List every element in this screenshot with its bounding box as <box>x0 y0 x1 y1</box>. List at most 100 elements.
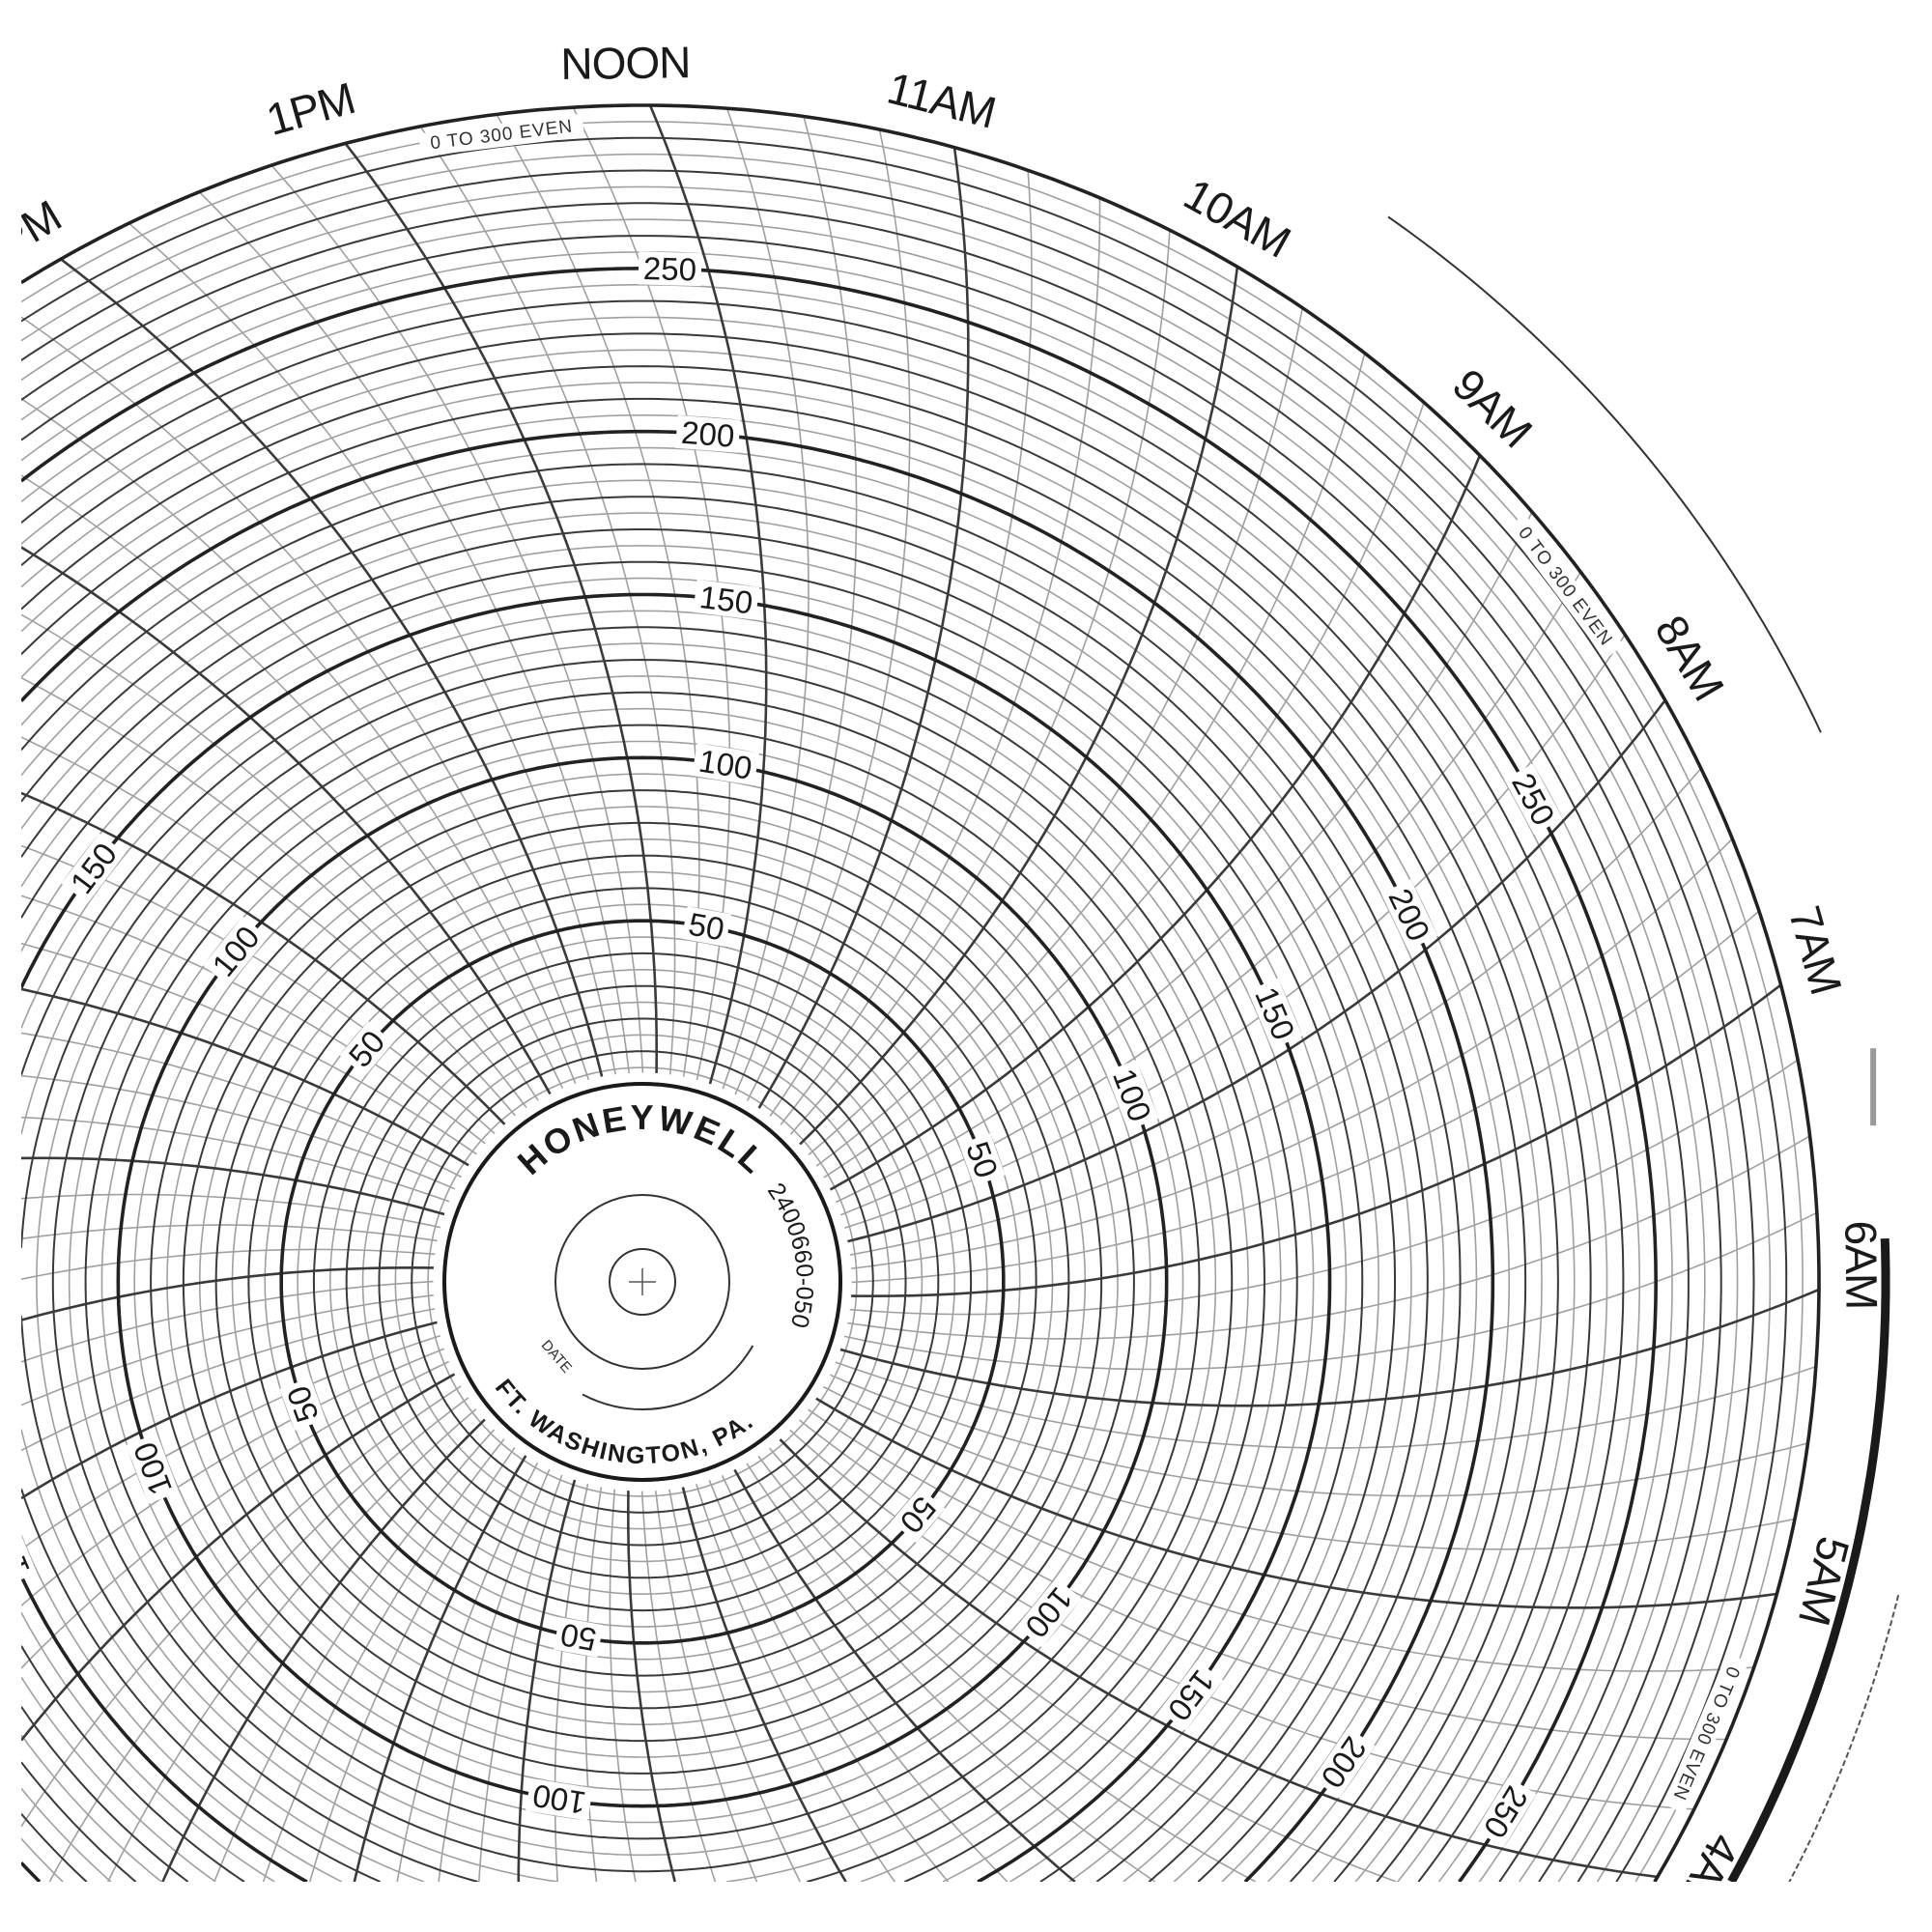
scale-label-background <box>638 251 702 287</box>
scale-label: 50 <box>554 1616 604 1658</box>
quarter-hour-line <box>20 1308 436 1452</box>
quarter-hour-line <box>609 1489 637 1883</box>
outer-rim-marks <box>1387 215 1900 1885</box>
scale-label-background <box>1105 1060 1159 1131</box>
scale-label-background <box>339 1021 394 1077</box>
value-circle <box>20 283 1641 1883</box>
hour-line <box>517 1479 577 1882</box>
center-hole-icon <box>609 1248 676 1316</box>
quarter-hour-line <box>849 1059 1799 1316</box>
quarter-hour-line <box>106 1407 477 1883</box>
quarter-hour-line <box>640 1491 717 1883</box>
hour-line <box>815 1397 1777 1609</box>
rim-dashed-arc <box>1788 1594 1900 1883</box>
major-value-circle <box>20 103 1821 1883</box>
scale-label-background <box>1504 763 1563 835</box>
scale-label-background <box>203 916 269 986</box>
hour-line <box>19 1373 456 1742</box>
quarter-hour-line <box>48 1397 469 1883</box>
hour-line <box>851 983 1782 1298</box>
scale-label-background <box>1159 1661 1224 1731</box>
left-margin <box>0 0 21 1932</box>
scale-label-text: 100 <box>696 743 754 786</box>
quarter-hour-line <box>746 128 911 1101</box>
quarter-hour-line <box>668 1489 802 1883</box>
scale-label-background <box>61 833 126 903</box>
quarter-hour-line <box>746 1463 1156 1883</box>
quarter-hour-line <box>823 402 1425 1179</box>
hour-line <box>20 791 506 1125</box>
hour-line <box>20 1156 445 1216</box>
scale-label-background <box>693 579 760 620</box>
scale-label-background <box>1475 1776 1537 1848</box>
hour-label: NOON <box>560 37 691 89</box>
value-circle <box>345 984 940 1579</box>
quarter-hour-line <box>780 197 1101 1125</box>
value-circle <box>20 545 1379 1883</box>
value-circle <box>182 821 1103 1743</box>
value-circle <box>20 479 1445 1883</box>
hour-line <box>161 1418 486 1883</box>
quarter-hour-line <box>20 1116 450 1203</box>
quarter-hour-line <box>20 1334 440 1550</box>
value-circle <box>68 707 1217 1857</box>
scale-label-background <box>126 1433 180 1504</box>
quarter-hour-line <box>198 191 630 1073</box>
scale-label-background <box>681 906 731 947</box>
scale-label-text: 200 <box>680 414 736 454</box>
quarter-hour-line <box>20 736 517 1117</box>
scale-label-text: 250 <box>642 250 696 287</box>
quarter-hour-line <box>708 1479 950 1883</box>
scale-label-background <box>554 1617 604 1658</box>
value-circle <box>20 185 1739 1883</box>
hour-line <box>681 1487 847 1883</box>
hour-line <box>20 987 469 1167</box>
quarter-hour-line <box>584 1487 603 1883</box>
hour-line <box>839 1288 1820 1407</box>
value-circle <box>20 658 1265 1883</box>
quarter-hour-line <box>851 910 1760 1284</box>
value-circle <box>20 153 1772 1883</box>
scale-label-background <box>1312 1727 1376 1799</box>
date-write-line[interactable] <box>582 1345 754 1410</box>
print-code-mark <box>1870 1048 1877 1126</box>
value-circle <box>231 870 1054 1693</box>
center-hub: HONEYWELL 2400660-050 FT. WASHINGTON, PA… <box>442 1082 842 1482</box>
quarter-hour-line <box>128 222 616 1075</box>
value-circle <box>312 952 973 1612</box>
quarter-hour-line <box>849 767 1702 1256</box>
scale-label-background <box>958 1133 1006 1186</box>
scale-label-background <box>279 1378 327 1431</box>
scale-label: 50 <box>958 1133 1006 1186</box>
range-label-background <box>418 113 585 157</box>
quarter-hour-line <box>808 307 1304 1156</box>
quarter-hour-line <box>843 1211 1818 1371</box>
hour-line <box>648 104 768 1085</box>
scale-label: 100 <box>692 743 759 786</box>
scale-label: 150 <box>1159 1661 1224 1731</box>
hour-line <box>344 142 659 1073</box>
value-circle <box>166 806 1119 1758</box>
value-circle <box>20 299 1625 1883</box>
major-value-circle <box>279 919 1006 1645</box>
quarter-hour-line <box>419 126 676 1075</box>
hour-line <box>847 699 1666 1243</box>
scale-label-background <box>675 414 741 453</box>
hour-line <box>353 1455 527 1883</box>
hour-line <box>60 258 604 1077</box>
value-circle <box>20 528 1396 1883</box>
quarter-hour-line <box>757 1455 1257 1883</box>
scale-label-background <box>526 1777 593 1821</box>
value-circle <box>378 1017 907 1547</box>
scale-label-background <box>1016 1577 1082 1648</box>
value-circle <box>20 446 1478 1883</box>
hour-label: 6AM <box>1835 1220 1887 1309</box>
hour-line <box>20 1265 434 1321</box>
hour-line <box>626 1491 676 1883</box>
value-circle <box>264 903 1021 1661</box>
quarter-hour-line <box>789 230 1171 1135</box>
value-circle <box>84 724 1201 1840</box>
quarter-hour-line <box>20 613 539 1101</box>
scale-label: 50 <box>681 906 731 948</box>
